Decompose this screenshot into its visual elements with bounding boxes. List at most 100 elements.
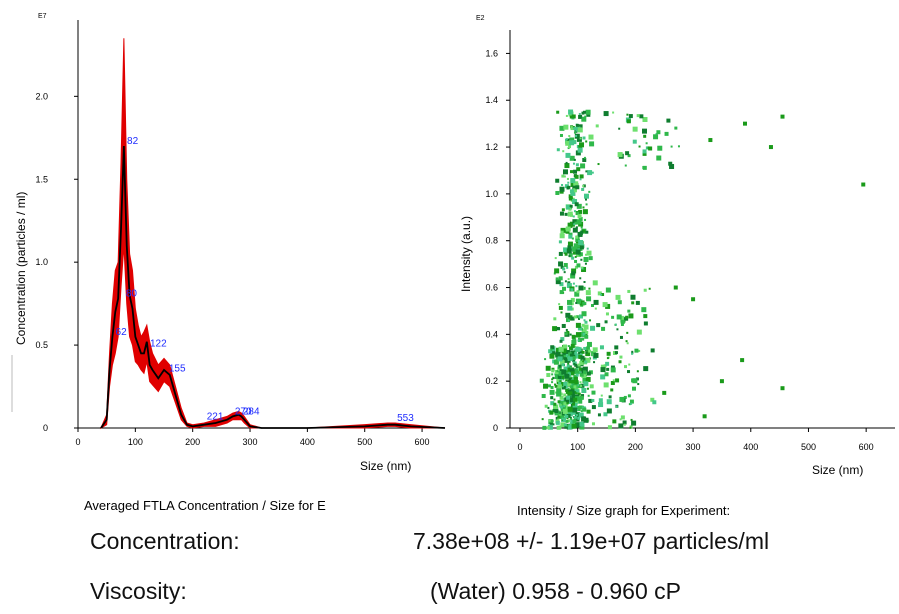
scatter-point (566, 424, 569, 427)
scatter-point (555, 279, 561, 285)
scatter-point (780, 114, 785, 119)
scatter-point (554, 374, 560, 380)
scatter-point (560, 227, 566, 233)
scatter-point (577, 326, 582, 331)
scatter-point (597, 291, 602, 296)
scatter-point (571, 356, 576, 361)
scatter-point (578, 209, 583, 214)
scatter-point (570, 302, 574, 306)
scatter-point (642, 151, 647, 156)
scatter-point (572, 251, 576, 255)
scatter-point (575, 373, 579, 377)
scatter-point (576, 211, 580, 215)
scatter-point (614, 351, 618, 355)
scatter-point (591, 405, 596, 410)
scatter-point (569, 368, 575, 374)
scatter-point (607, 425, 612, 430)
scatter-point (577, 363, 581, 367)
scatter-point (571, 410, 576, 415)
scatter-point (553, 272, 556, 275)
scatter-point (583, 346, 587, 350)
peak-label: 284 (243, 406, 260, 417)
scatter-point (571, 379, 576, 384)
scatter-point (575, 238, 580, 243)
scatter-point (598, 398, 603, 403)
scatter-point (568, 232, 573, 237)
scatter-point (565, 388, 569, 392)
scatter-point (563, 405, 566, 408)
scatter-point (563, 344, 568, 349)
scatter-point (558, 276, 563, 281)
scatter-point (559, 133, 563, 137)
scatter-point (614, 345, 619, 350)
scatter-point (638, 349, 641, 352)
scatter-point (567, 241, 573, 247)
scatter-point (582, 157, 587, 162)
scatter-point (561, 348, 567, 354)
scatter-point (603, 111, 609, 117)
scatter-point (569, 140, 575, 146)
scatter-point (574, 259, 578, 263)
scatter-point (581, 350, 585, 354)
scatter-point (577, 338, 582, 343)
scatter-point (589, 319, 592, 322)
left-x-tick-label: 300 (243, 437, 258, 447)
scatter-point (575, 185, 580, 190)
scatter-point (601, 293, 605, 297)
scatter-point (673, 285, 678, 290)
scatter-point (625, 151, 630, 156)
scatter-point (546, 373, 551, 378)
scatter-point (585, 109, 591, 115)
scatter-point (574, 221, 578, 225)
scatter-point (568, 380, 572, 384)
scatter-point (588, 349, 592, 353)
scatter-point (588, 134, 594, 140)
scatter-point (560, 422, 566, 428)
left-y-tick-label: 2.0 (35, 91, 48, 101)
scatter-point (542, 425, 547, 430)
scatter-point (555, 391, 558, 394)
scatter-point (585, 357, 591, 363)
scatter-point (567, 245, 572, 250)
scatter-point (577, 147, 583, 153)
scatter-point (565, 140, 571, 146)
left-y-exponent-label: E7 (38, 13, 47, 20)
scatter-point (629, 426, 632, 429)
scatter-point (582, 360, 585, 363)
scatter-point (579, 381, 582, 384)
scatter-point (568, 234, 573, 239)
scatter-point (618, 423, 624, 429)
scatter-point (580, 410, 583, 413)
scatter-point (573, 210, 576, 213)
scatter-point (557, 356, 563, 362)
scatter-point (565, 419, 569, 423)
scatter-point (583, 256, 589, 262)
scatter-point (577, 214, 582, 219)
scatter-point (559, 413, 565, 419)
scatter-point (587, 170, 593, 176)
scatter-point (593, 299, 599, 305)
scatter-point (615, 294, 621, 300)
scatter-point (565, 312, 571, 318)
scatter-point (573, 385, 577, 389)
scatter-point (558, 240, 562, 244)
scatter-point (565, 114, 568, 117)
scatter-point (579, 300, 585, 306)
scatter-point (582, 206, 585, 209)
scatter-point (570, 418, 573, 421)
scatter-point (570, 126, 575, 131)
scatter-point (550, 396, 554, 400)
scatter-point (567, 406, 573, 412)
left-y-tick-label: 1.5 (35, 174, 48, 184)
scatter-point (581, 117, 584, 120)
scatter-point (570, 316, 575, 321)
scatter-point (577, 339, 580, 342)
scatter-point (575, 249, 581, 255)
scatter-point (578, 124, 583, 129)
scatter-point (569, 353, 573, 357)
scatter-point (552, 377, 555, 380)
scatter-point (582, 366, 588, 372)
scatter-point (586, 409, 591, 414)
scatter-point (631, 352, 634, 355)
